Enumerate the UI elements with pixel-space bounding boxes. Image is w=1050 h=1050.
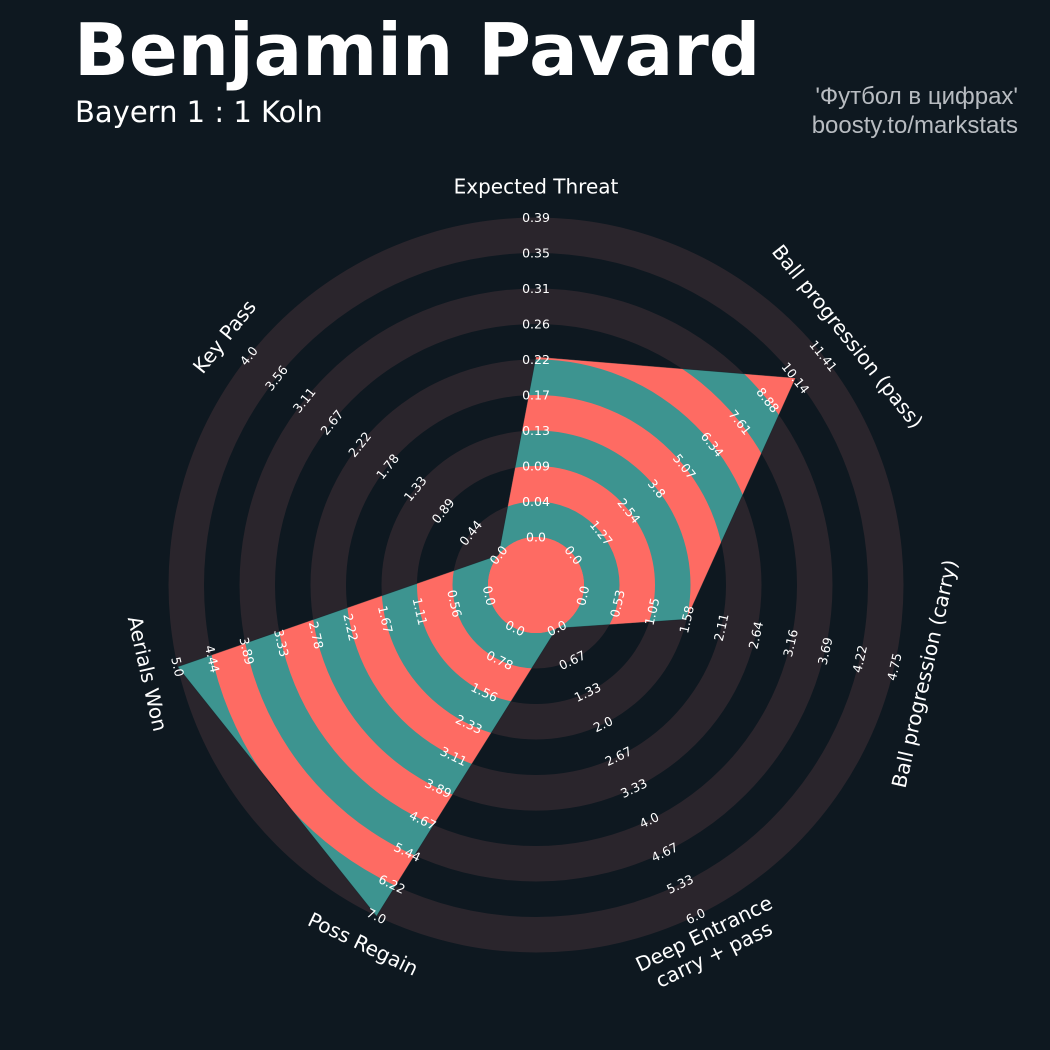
tick-label: 2.22 [340,612,361,642]
tick-label: 0.31 [522,281,550,296]
tick-label: 5.0 [168,655,187,678]
tick-label: 0.04 [522,494,550,509]
tick-label: 0.26 [522,317,550,332]
tick-label: 1.05 [642,596,663,626]
tick-label: 3.16 [780,628,801,659]
tick-label: 0.39 [522,210,550,225]
tick-label: 2.11 [711,612,732,642]
credit-line-2: boosty.to/markstats [811,112,1018,139]
tick-label: 1.11 [410,596,431,626]
tick-label: 0.0 [573,584,592,607]
param-label-line: Aerials Won [123,614,173,734]
value-polygon [177,356,796,917]
tick-label: 1.58 [676,604,697,635]
value-outline [177,356,796,917]
tick-label: 0.17 [522,388,550,403]
tick-label: 0.09 [522,459,550,474]
tick-label: 2.64 [745,620,766,651]
center-disc [488,537,584,633]
tick-label: 3.89 [236,636,257,667]
tick-label: 4.22 [849,644,870,674]
credit-line-1: 'Футбол в цифрах' [815,83,1018,110]
credit-block: 'Футбол в цифрах' boosty.to/markstats [812,82,1018,140]
tick-label: 2.78 [306,620,327,651]
param-label: Aerials Won [123,614,173,734]
param-label: Expected Threat [454,175,619,199]
tick-label: 4.44 [202,644,223,675]
tick-label: 1.67 [375,604,396,634]
tick-label: 3.33 [271,628,292,658]
tick-label: 0.53 [607,588,628,618]
tick-label: 0.0 [526,530,546,545]
tick-label: 0.56 [444,588,465,619]
match-subtitle: Bayern 1 : 1 Koln [75,95,323,129]
param-label-line: Expected Threat [454,175,619,199]
tick-label: 0.0 [480,584,499,607]
tick-label: 0.13 [522,423,550,438]
tick-label: 4.75 [884,652,905,682]
player-name-title: Benjamin Pavard [74,8,761,92]
tick-label: 3.69 [815,636,836,667]
tick-label: 0.22 [522,352,550,367]
tick-label: 0.35 [522,246,550,261]
